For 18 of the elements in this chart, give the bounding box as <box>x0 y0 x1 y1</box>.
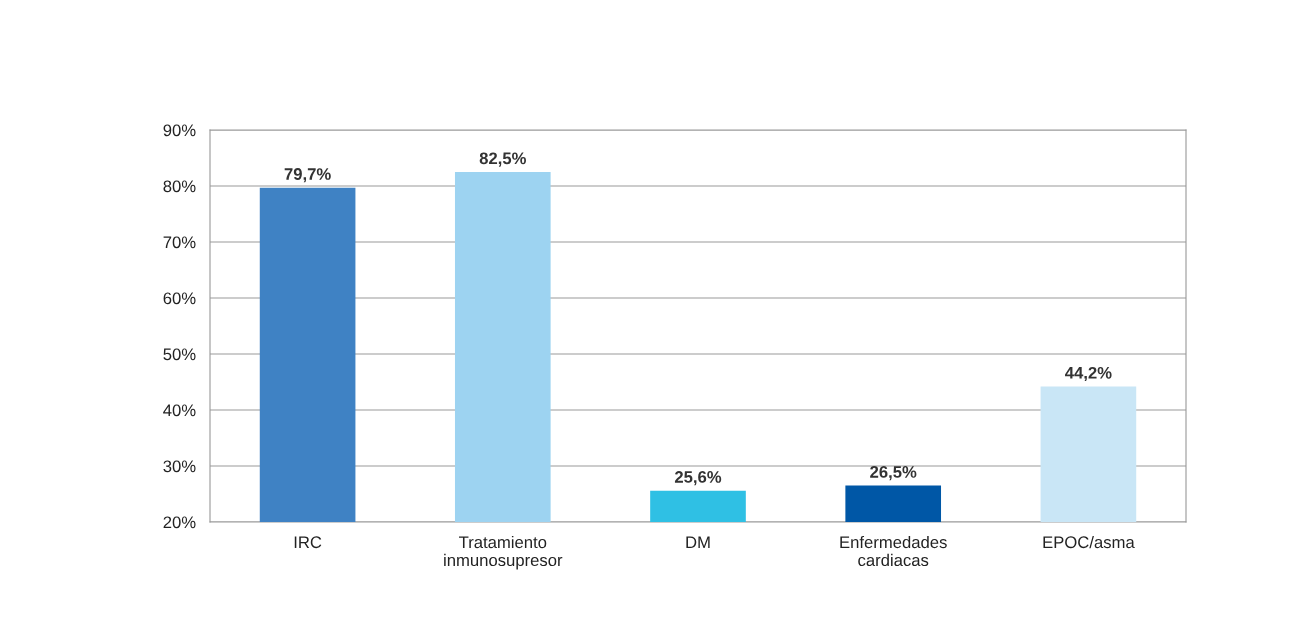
x-tick-label: IRC <box>294 536 322 549</box>
x-tick-label: Enfermedades cardiacas <box>840 535 947 567</box>
x-tick-label: DM <box>686 536 710 548</box>
y-tick-label: 40% <box>163 404 196 417</box>
y-tick-label: 80% <box>163 180 196 193</box>
y-tick-label: 30% <box>163 460 196 473</box>
y-tick-label: 50% <box>163 348 196 361</box>
y-tick-label: 70% <box>163 236 196 249</box>
y-tick-label: 20% <box>163 516 196 529</box>
y-tick-label: 90% <box>163 124 196 137</box>
x-tick-label: EPOC/asma <box>1043 535 1135 549</box>
data-label: 25,6% <box>674 471 722 486</box>
x-tick-label: Tratamiento inmunosupresor <box>444 535 563 570</box>
data-label: 44,2% <box>1065 366 1112 382</box>
data-label: 82,5% <box>479 152 526 167</box>
data-label: 79,7% <box>284 168 331 183</box>
y-tick-label: 60% <box>163 292 196 305</box>
data-label: 26,5% <box>870 466 917 481</box>
